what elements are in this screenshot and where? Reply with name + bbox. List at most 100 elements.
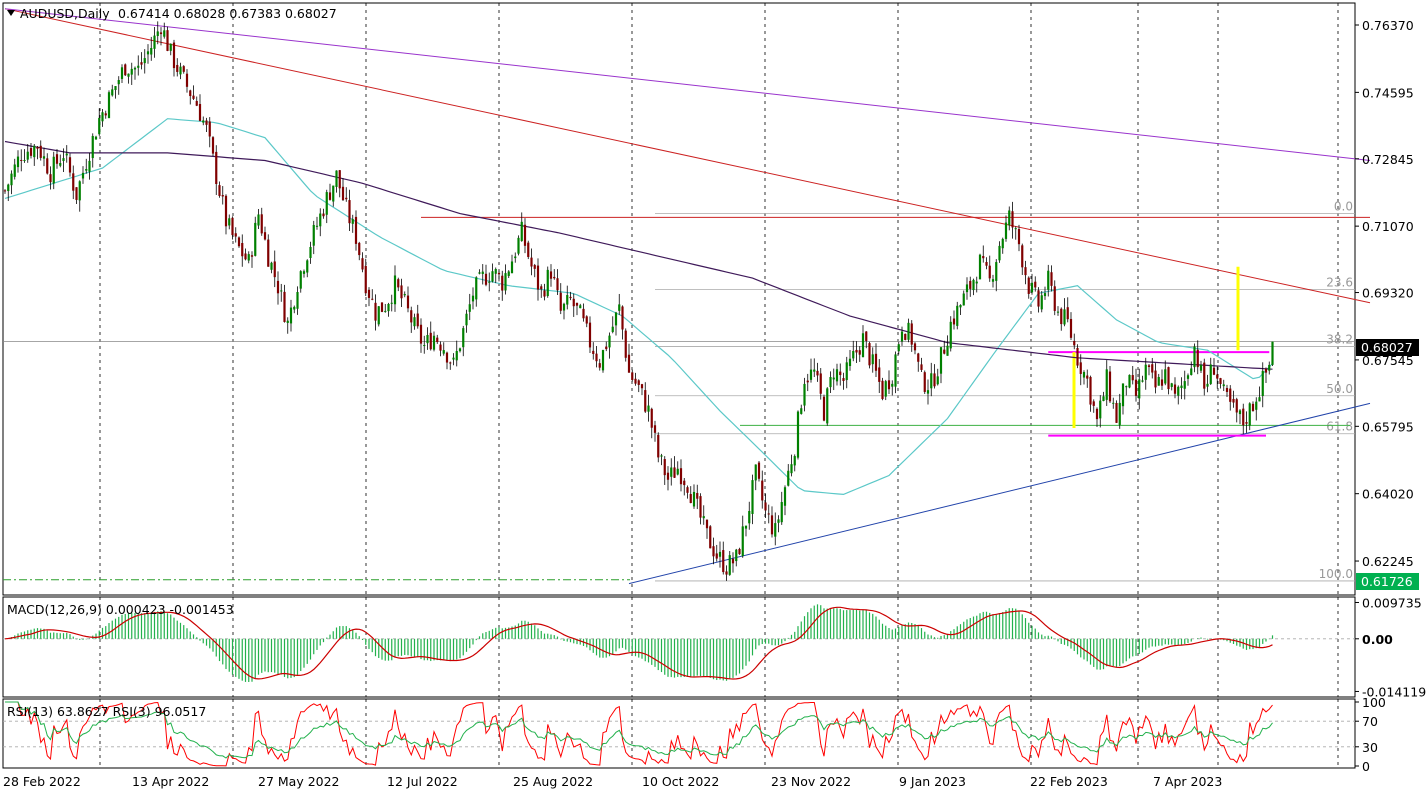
candle-body [442,350,445,354]
candle-body [104,113,107,116]
candle-body [683,480,686,486]
fib-level-label: 50.0 [1326,382,1353,396]
candle-body [533,265,536,269]
candle-body [956,305,959,326]
candle-body [501,275,504,291]
candle-body [156,31,159,37]
candle-body [913,343,917,351]
candle-body [978,254,982,280]
candle-body [582,308,585,319]
candle-body [309,246,312,258]
candle-body [894,354,897,387]
fibonacci-levels: 0.0 23.6 38.2 50.0 61.8 100.0 [655,200,1355,582]
candle-body [845,362,848,381]
candle-body [865,331,868,341]
candle-body [94,136,98,140]
horizontal-lines [3,341,1355,581]
candle-body [432,335,436,350]
candle-body [1173,384,1177,394]
candle-body [280,290,283,292]
candle-body [260,214,263,234]
candle-body [952,318,956,325]
candle-body [1043,293,1047,297]
rsi-tick-label: 30 [1362,740,1378,755]
date-tick-label: 13 Apr 2022 [132,774,209,789]
candle-body [806,380,809,383]
candle-body [530,257,533,267]
candle-body [361,258,364,270]
candle-body [813,369,816,372]
candle-body [1004,222,1008,239]
dropdown-triangle-icon[interactable] [7,10,15,16]
candle-body [497,272,501,275]
date-tick-label: 9 Jan 2023 [899,774,966,789]
candle-body [982,256,985,259]
candle-body [1190,368,1193,375]
candle-body [780,502,783,523]
candle-body [1037,290,1040,307]
candle-body [1157,376,1160,386]
rsi-tick-label: 0 [1362,759,1370,774]
candle-body [1024,267,1027,276]
candle-body [1219,378,1222,385]
candle-body [1232,398,1235,403]
candle-body [377,306,380,325]
candle-body [120,67,124,79]
candle-body [618,304,621,311]
candle-body [1258,397,1261,402]
candle-body [549,271,553,279]
candle-body [689,494,692,504]
candle-body [299,271,302,289]
candle-body [241,243,244,257]
candle-body [634,378,637,384]
trendline-blue-ascending [628,402,1371,585]
candle-body [767,513,770,515]
candle-body [429,332,432,350]
candle-body [1082,372,1086,378]
candle-body [218,185,221,196]
candle-body [49,174,52,183]
rsi-tick-label: 100 [1362,695,1386,710]
candle-body [819,373,822,394]
candle-body [991,279,995,282]
candle-body [764,502,767,511]
candle-body [540,286,543,290]
main-pane[interactable] [2,2,1356,596]
candle-body [458,348,462,352]
candle-body [263,232,267,240]
candle-body [1147,365,1151,368]
candle-body [676,468,679,475]
price-tick-label: 0.65795 [1362,419,1414,434]
candle-body [1225,387,1229,392]
low-price-tag-bg [1356,573,1419,590]
rsi-tick-label: 70 [1362,714,1378,729]
candle-body [65,153,68,156]
candle-body [969,280,972,289]
ohlc-label: 0.67414 0.68028 0.67383 0.68027 [118,6,337,21]
candle-body [715,553,718,559]
candle-body [569,296,572,299]
candle-body [208,121,211,137]
candle-body [933,373,936,387]
candle-body [741,526,744,557]
candle-body [1108,371,1112,402]
candle-body [410,310,413,323]
candle-body [884,381,887,397]
candle-body [390,302,393,304]
candle-body [436,337,439,343]
candle-body [286,320,289,323]
price-axis: 0.76370 0.74595 0.72845 0.71070 0.69320 0.675… [1355,18,1414,569]
candle-body [426,335,429,344]
candle-body [257,214,260,226]
candle-body [371,298,374,300]
candle-body [556,278,559,291]
candle-body [595,353,598,362]
candle-body [471,295,475,302]
candle-body [1066,307,1069,320]
candle-body [1245,422,1248,424]
candle-body [657,434,660,458]
candle-body [205,120,208,125]
price-tick-label: 0.71070 [1362,219,1414,234]
candle-body [904,333,907,340]
